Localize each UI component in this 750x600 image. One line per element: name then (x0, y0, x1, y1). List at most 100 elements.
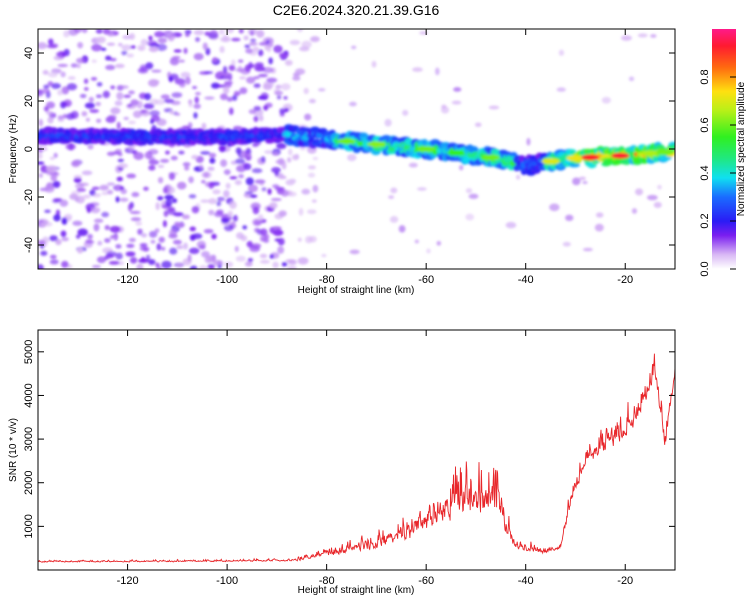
noise-point (158, 236, 165, 243)
noise-point (301, 40, 312, 49)
noise-point (61, 260, 69, 268)
noise-point (148, 165, 156, 171)
noise-point (558, 49, 565, 56)
noise-point (118, 85, 129, 89)
noise-point (179, 81, 186, 88)
noise-point (301, 188, 311, 195)
noise-point (144, 93, 152, 101)
noise-point (657, 184, 662, 190)
noise-point (248, 62, 253, 69)
noise-point (284, 59, 293, 66)
noise-point (133, 151, 144, 160)
noise-point (271, 166, 281, 174)
noise-point (84, 102, 95, 109)
noise-point (188, 99, 193, 105)
noise-point (281, 189, 289, 197)
noise-point (229, 176, 238, 180)
noise-point (38, 239, 46, 246)
noise-point (41, 88, 50, 94)
ridge-core (417, 146, 436, 152)
noise-point (178, 150, 185, 155)
noise-point (250, 38, 257, 43)
noise-point (77, 41, 84, 49)
noise-point (269, 254, 274, 259)
noise-point (211, 82, 220, 89)
noise-point (148, 46, 159, 53)
noise-point (526, 137, 531, 146)
spectrogram-xlabel: Height of straight line (km) (298, 285, 415, 296)
noise-point (287, 148, 293, 156)
noise-point (110, 107, 121, 115)
noise-point (72, 220, 83, 226)
noise-point (145, 62, 154, 70)
y-tick-label: 2000 (23, 470, 35, 494)
noise-point (96, 256, 107, 264)
noise-point (239, 87, 248, 95)
noise-point (119, 197, 129, 202)
noise-point (252, 46, 260, 52)
noise-point (92, 193, 102, 198)
noise-point (176, 262, 183, 269)
noise-point (123, 116, 129, 121)
noise-point (249, 30, 255, 36)
noise-point (104, 238, 111, 243)
noise-point (312, 156, 319, 161)
noise-point (488, 105, 500, 110)
noise-point (205, 47, 211, 56)
noise-point (105, 55, 112, 61)
noise-point (175, 222, 185, 228)
y-tick-label: 3000 (23, 427, 35, 451)
noise-point (184, 29, 192, 35)
noise-point (198, 265, 208, 269)
noise-point (60, 230, 67, 238)
noise-point (59, 199, 69, 207)
noise-point (281, 262, 288, 267)
noise-point (582, 247, 593, 252)
noise-point (81, 29, 88, 34)
noise-point (96, 82, 103, 87)
noise-point (228, 64, 236, 71)
snr-xlabel: Height of straight line (km) (298, 585, 415, 596)
noise-point (257, 95, 268, 100)
noise-point (228, 107, 234, 115)
noise-point (257, 214, 264, 222)
noise-point (628, 76, 635, 82)
noise-point (187, 122, 193, 129)
noise-point (162, 187, 169, 194)
noise-point (188, 103, 193, 108)
noise-point (43, 84, 50, 89)
noise-point (123, 94, 132, 99)
noise-point (114, 63, 125, 69)
noise-point (85, 240, 95, 244)
noise-point (209, 157, 216, 164)
noise-point (188, 194, 197, 199)
noise-point (204, 96, 215, 100)
noise-point (173, 49, 182, 53)
noise-point (258, 114, 264, 122)
noise-point (245, 177, 254, 186)
noise-point (232, 125, 243, 131)
noise-point (51, 83, 61, 90)
noise-point (38, 152, 43, 160)
noise-point (100, 47, 107, 51)
noise-point (266, 77, 278, 83)
noise-point (556, 87, 566, 92)
noise-point (212, 259, 224, 266)
noise-point (208, 209, 215, 216)
noise-point (234, 180, 242, 186)
noise-point (440, 106, 450, 114)
noise-point (621, 35, 632, 41)
noise-point (244, 191, 253, 195)
noise-point (184, 33, 190, 37)
noise-point (106, 251, 117, 258)
noise-point (129, 256, 138, 264)
noise-point (202, 42, 208, 51)
noise-point (277, 246, 285, 254)
noise-point (57, 89, 64, 96)
noise-point (269, 202, 278, 209)
spectrogram-ylabel: Frequency (Hz) (8, 115, 19, 184)
noise-point (303, 87, 309, 95)
noise-point (116, 91, 124, 100)
noise-point (287, 259, 297, 266)
noise-point (148, 159, 160, 165)
